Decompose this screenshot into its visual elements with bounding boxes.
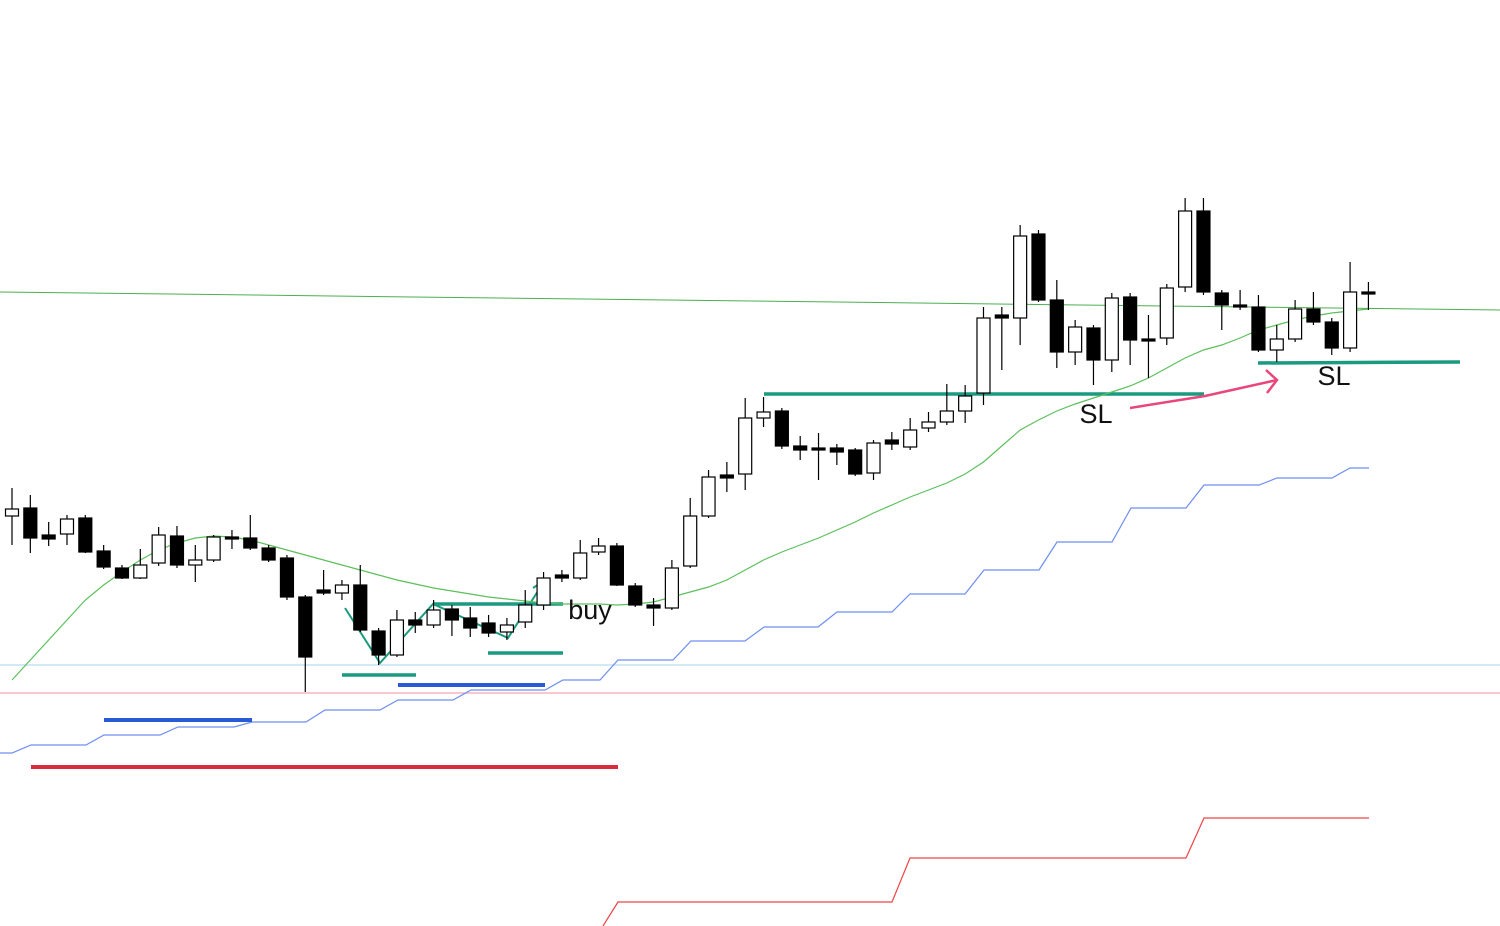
candle-body: [1049, 299, 1064, 353]
candle-body: [811, 447, 826, 451]
candle-body: [243, 537, 258, 549]
candle-body: [554, 574, 570, 579]
candle-body: [664, 567, 679, 609]
candle-body: [41, 534, 56, 540]
candle-body: [939, 410, 954, 423]
shift-arrow: [1129, 378, 1278, 410]
candle-body: [683, 515, 698, 567]
candle-body: [774, 410, 789, 447]
candle-body: [903, 429, 918, 448]
candle-body: [958, 395, 973, 412]
candle-body: [719, 474, 734, 479]
candle-body: [518, 604, 533, 623]
candle-body: [573, 552, 588, 579]
candle-body: [1031, 233, 1046, 301]
candle-body: [261, 547, 276, 561]
drawings: [0, 291, 1500, 926]
candle-body: [756, 411, 771, 419]
candle-body: [1141, 338, 1156, 342]
candle-body: [994, 314, 1009, 319]
candle-body: [866, 442, 881, 474]
candle-body: [701, 476, 716, 517]
candle-body: [371, 630, 386, 656]
candle-body: [646, 604, 661, 609]
candle-body: [609, 545, 624, 586]
candle-body: [738, 417, 753, 475]
candle-body: [1013, 235, 1028, 319]
candle-body: [334, 584, 350, 594]
candle-body: [1196, 210, 1211, 293]
candle-body: [1086, 327, 1101, 361]
annotation: buy: [568, 595, 612, 625]
candle-body: [224, 536, 240, 540]
candle-body: [1287, 308, 1303, 340]
candle-body: [298, 596, 313, 658]
candle-body: [1159, 287, 1174, 339]
candle-body: [1306, 308, 1321, 323]
candle-body: [536, 577, 551, 606]
candle-body: [133, 564, 148, 579]
candle-body: [4, 508, 20, 517]
candle-body: [976, 317, 991, 394]
trend-line: [0, 291, 1500, 311]
candle-body: [353, 584, 368, 631]
candle-body: [279, 557, 295, 598]
candle-body: [1104, 297, 1119, 361]
blue-step-line: [0, 467, 1369, 754]
candle-body: [1324, 321, 1339, 349]
candle-body: [59, 518, 75, 535]
annotation: SL: [1317, 361, 1350, 391]
candle-body: [114, 567, 130, 579]
candle-body: [444, 608, 460, 621]
candle-body: [1342, 291, 1358, 349]
candle-body: [921, 421, 936, 429]
candle-body: [628, 585, 643, 606]
candle-body: [1178, 210, 1193, 288]
candle-body: [188, 559, 203, 566]
candle-body: [23, 507, 38, 539]
candle-body: [1361, 291, 1376, 295]
candle-body: [793, 445, 808, 451]
candle-body: [1214, 292, 1229, 306]
candle-body: [1233, 304, 1248, 308]
candle-body: [463, 617, 478, 629]
candle-body: [481, 622, 496, 634]
candle-body: [78, 517, 93, 553]
candle-body: [848, 449, 863, 475]
candle-body: [169, 535, 185, 566]
candle-body: [499, 624, 515, 633]
candle-body: [316, 589, 331, 594]
candle-body: [426, 609, 441, 626]
candle-body: [96, 550, 111, 568]
candle-body: [1123, 296, 1138, 341]
candle-body: [1251, 306, 1266, 351]
candle-body: [591, 545, 606, 553]
annotation: SL: [1079, 399, 1112, 429]
candle-body: [884, 439, 899, 445]
candle-body: [206, 536, 221, 561]
candle-body: [829, 447, 844, 453]
shift-arrow-head: [1265, 369, 1279, 394]
candle-body: [151, 534, 166, 564]
moving-average: [11, 308, 1369, 681]
red-step-line: [602, 817, 1369, 926]
candle-body: [1068, 326, 1083, 353]
support-line: [1257, 360, 1461, 365]
candle-body: [1269, 338, 1284, 351]
candle-body: [389, 619, 405, 656]
candle-body: [408, 619, 423, 626]
